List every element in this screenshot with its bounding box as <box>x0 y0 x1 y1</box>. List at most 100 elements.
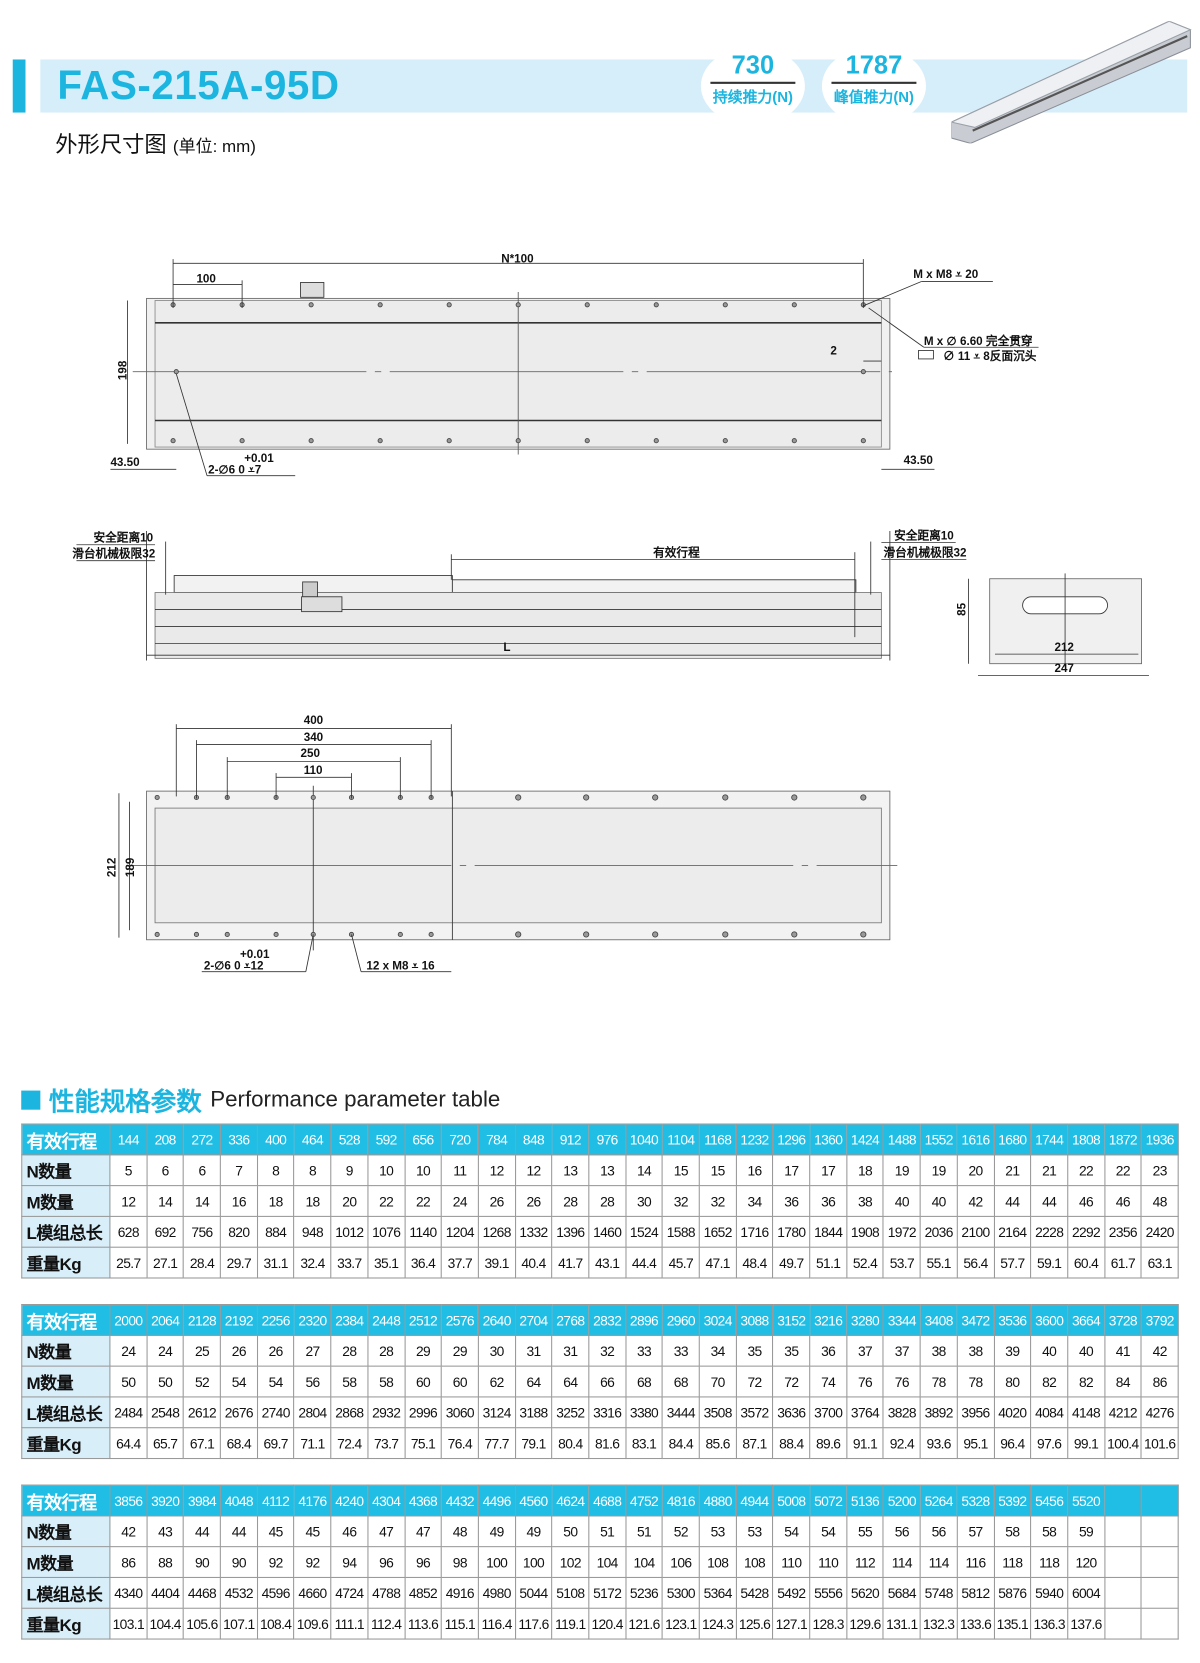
table-cell <box>1140 1484 1179 1517</box>
table-cell: 67.1 <box>183 1427 221 1460</box>
table-cell: 272 <box>183 1123 221 1156</box>
dim-edge-left: 43.50 <box>110 456 140 469</box>
table-cell: 11 <box>440 1154 479 1187</box>
table-cell: 3828 <box>882 1396 921 1429</box>
table-cell: 36.4 <box>404 1246 442 1279</box>
safety-distance-right: 安全距离10 <box>894 528 954 542</box>
table-cell: 119.1 <box>551 1607 590 1640</box>
table-cell: 4816 <box>661 1484 700 1517</box>
peak-force-value: 1787 <box>845 50 903 80</box>
table-cell: 3892 <box>919 1396 958 1429</box>
dim-110: 110 <box>304 764 323 777</box>
table-cell: 5492 <box>772 1576 811 1609</box>
table-cell: 83.1 <box>625 1427 663 1460</box>
table-cell: 16 <box>219 1185 258 1217</box>
table-cell: 63.1 <box>1140 1246 1179 1279</box>
table-cell: 42 <box>1140 1334 1179 1367</box>
table-cell: 18 <box>293 1185 332 1217</box>
table-cell: 4944 <box>735 1484 774 1517</box>
table-cell: 4276 <box>1140 1396 1179 1429</box>
table-cell: 96.4 <box>993 1427 1032 1460</box>
table-cell: 2740 <box>256 1396 295 1429</box>
performance-table: 有效行程 3856 3920 3984 4048 4112 4176 4240 4304 4368… <box>21 1484 1179 1640</box>
row-header: 有效行程 <box>21 1304 111 1336</box>
table-cell: 4916 <box>440 1576 479 1609</box>
continuous-force-label: 持续推力(N) <box>712 88 793 106</box>
table-cell: 19 <box>919 1154 958 1187</box>
table-cell: 5264 <box>919 1484 958 1517</box>
table-cell: 46 <box>1067 1185 1105 1217</box>
table-cell: 90 <box>219 1546 258 1578</box>
table-cell: 41.7 <box>551 1246 590 1279</box>
table-cell: 121.6 <box>625 1607 663 1640</box>
table-cell: 6 <box>146 1154 185 1187</box>
performance-section-title: 性能规格参数 Performance parameter table <box>21 1081 500 1118</box>
table-cell: 4468 <box>183 1576 221 1609</box>
table-cell: 2192 <box>219 1304 258 1336</box>
table-cell: 70 <box>698 1365 737 1398</box>
row-header: L模组总长 <box>21 1396 111 1429</box>
table-cell: 3188 <box>514 1396 553 1429</box>
table-cell: 1168 <box>698 1123 737 1156</box>
dim-pitch: 100 <box>196 272 216 285</box>
hole-mark <box>310 794 316 801</box>
table-cell: 336 <box>219 1123 258 1156</box>
table-cell: 4852 <box>404 1576 442 1609</box>
table-cell: 1844 <box>809 1215 848 1248</box>
drawing-title-text: 外形尺寸图 <box>55 132 167 158</box>
table-cell: 3536 <box>993 1304 1032 1336</box>
table-cell: 1808 <box>1067 1123 1105 1156</box>
table-cell: 820 <box>219 1215 258 1248</box>
row-header: 重量Kg <box>21 1427 111 1460</box>
table-cell: 2640 <box>477 1304 516 1336</box>
table-cell: 100 <box>477 1546 516 1578</box>
table-cell: 15 <box>698 1154 737 1187</box>
table-cell: 99.1 <box>1067 1427 1105 1460</box>
header-accent <box>12 59 26 113</box>
table-cell: 2768 <box>551 1304 590 1336</box>
table-cell: 52.4 <box>846 1246 884 1279</box>
table-cell: 21 <box>993 1154 1032 1187</box>
table-cell: 3088 <box>735 1304 774 1336</box>
table-cell: 656 <box>404 1123 442 1156</box>
table-cell: 74 <box>809 1365 848 1398</box>
table-cell: 50 <box>109 1365 148 1398</box>
table-cell: 22 <box>1103 1154 1142 1187</box>
table-cell: 25.7 <box>109 1246 148 1279</box>
table-cell: 54 <box>772 1515 811 1548</box>
table-cell: 40 <box>1067 1334 1105 1367</box>
table-cell: 116 <box>956 1546 995 1578</box>
table-cell: 884 <box>256 1215 295 1248</box>
table-cell: 48 <box>1140 1185 1179 1217</box>
table-cell: 44 <box>183 1515 221 1548</box>
table-cell: 4368 <box>404 1484 442 1517</box>
dim-340: 340 <box>304 731 324 744</box>
table-cell: 131.1 <box>882 1607 921 1640</box>
table-cell: 2420 <box>1140 1215 1179 1248</box>
table-cell: 68.4 <box>219 1427 258 1460</box>
performance-table: 有效行程 2000 2064 2128 2192 2256 2320 2384 2448 2512… <box>21 1304 1179 1460</box>
table-cell: 55 <box>846 1515 884 1548</box>
table-cell: 64 <box>551 1365 590 1398</box>
table-cell: 5876 <box>993 1576 1032 1609</box>
table-cell: 5748 <box>919 1576 958 1609</box>
table-cell: 68 <box>661 1365 700 1398</box>
table-cell: 1076 <box>367 1215 406 1248</box>
table-cell: 2704 <box>514 1304 553 1336</box>
table-cell: 114 <box>919 1546 958 1578</box>
table-cell: 128.3 <box>809 1607 848 1640</box>
table-cell: 4240 <box>330 1484 369 1517</box>
table-cell: 3636 <box>772 1396 811 1429</box>
hole-mark <box>515 438 521 444</box>
table-cell: 2164 <box>993 1215 1032 1248</box>
table-cell: 32.4 <box>293 1246 332 1279</box>
table-cell: 24 <box>109 1334 148 1367</box>
hole-mark <box>154 794 160 801</box>
table-cell: 5236 <box>625 1576 663 1609</box>
table-cell: 3508 <box>698 1396 737 1429</box>
row-header: M数量 <box>21 1546 111 1578</box>
table-cell: 16 <box>735 1154 774 1187</box>
table-cell: 3380 <box>625 1396 663 1429</box>
table-cell: 108 <box>698 1546 737 1578</box>
table-cell: 26 <box>477 1185 516 1217</box>
